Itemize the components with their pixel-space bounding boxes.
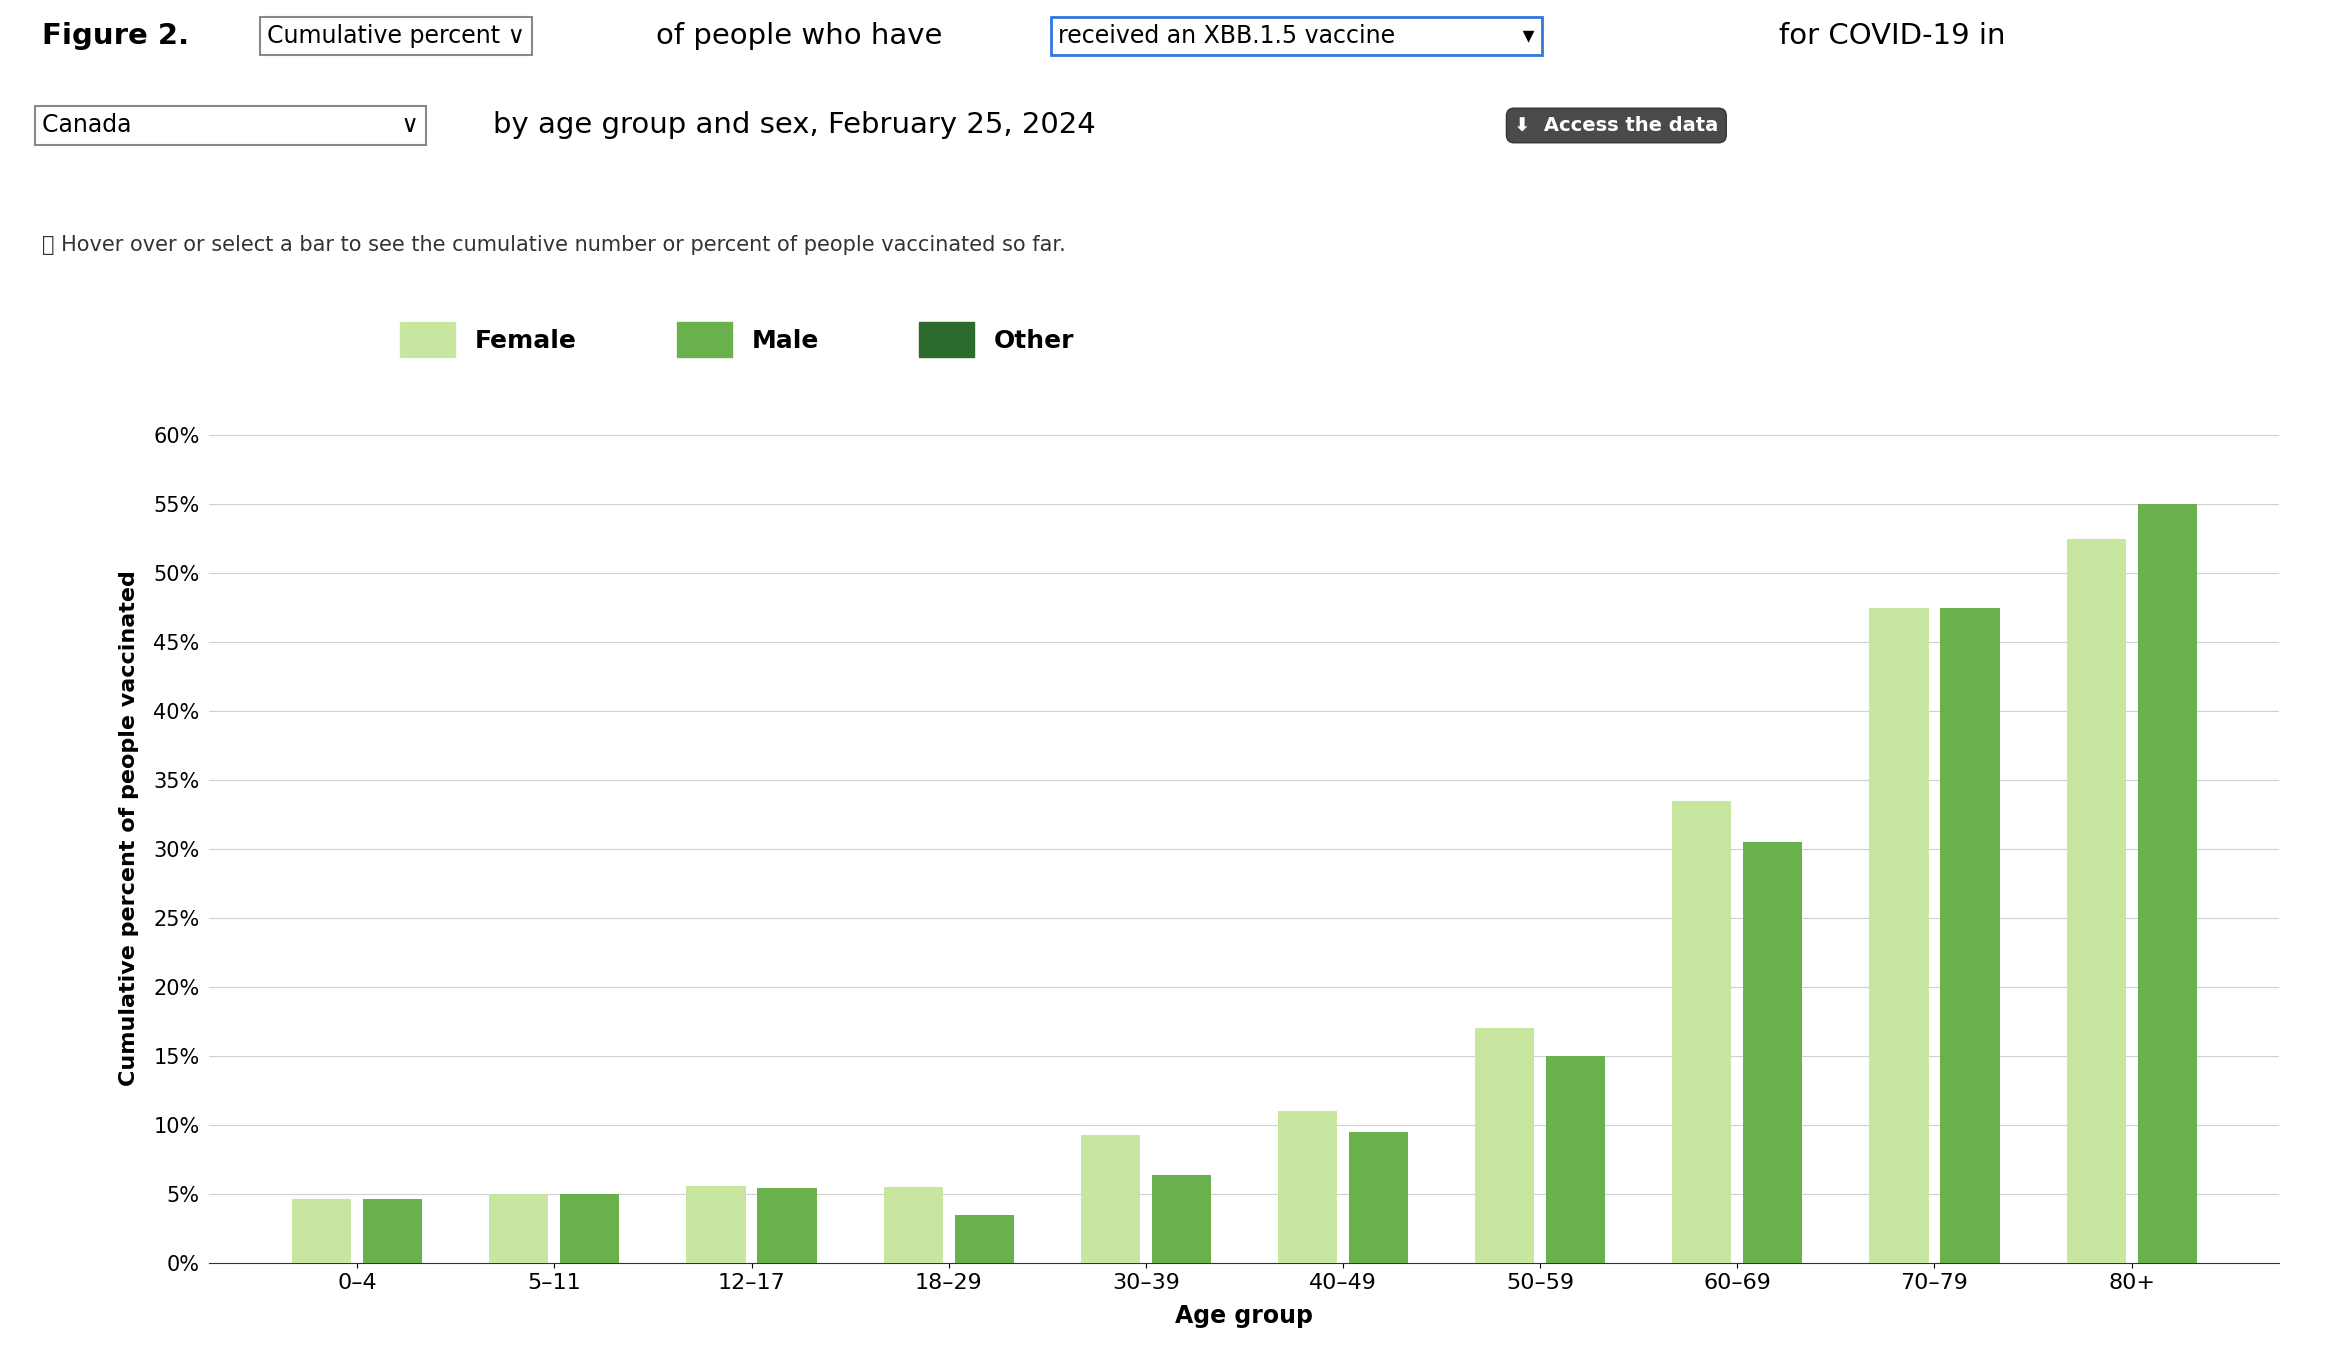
Bar [363, 1199, 423, 1263]
Text: Cumulative percent ∨: Cumulative percent ∨ [267, 24, 526, 48]
Bar [1151, 1175, 1212, 1263]
Bar [954, 1214, 1014, 1263]
Bar [1870, 607, 1928, 1263]
Text: ⬇  Access the data: ⬇ Access the data [1514, 115, 1719, 134]
Legend: Female, Male, Other: Female, Male, Other [388, 310, 1086, 369]
Text: by age group and sex, February 25, 2024: by age group and sex, February 25, 2024 [493, 111, 1096, 140]
X-axis label: Age group: Age group [1175, 1304, 1314, 1328]
Bar [2138, 504, 2196, 1263]
Text: received an XBB.1.5 vaccine                 ▾: received an XBB.1.5 vaccine ▾ [1058, 24, 1535, 48]
Text: ⓘ Hover over or select a bar to see the cumulative number or percent of people v: ⓘ Hover over or select a bar to see the … [42, 235, 1065, 255]
Bar [884, 1187, 942, 1263]
Bar [1940, 607, 2000, 1263]
Bar [1475, 1028, 1535, 1263]
Bar [1349, 1131, 1407, 1263]
Y-axis label: Cumulative percent of people vaccinated: Cumulative percent of people vaccinated [119, 570, 140, 1086]
Bar [686, 1186, 747, 1263]
Bar [1672, 801, 1731, 1263]
Text: Figure 2.: Figure 2. [42, 22, 188, 50]
Bar [1742, 842, 1803, 1263]
Text: for COVID-19 in: for COVID-19 in [1779, 22, 2005, 50]
Bar [488, 1194, 549, 1263]
Bar [1277, 1111, 1337, 1263]
Bar [293, 1199, 351, 1263]
Bar [561, 1194, 619, 1263]
Bar [1082, 1135, 1140, 1263]
Bar [758, 1188, 816, 1263]
Bar [1547, 1057, 1605, 1263]
Text: of people who have: of people who have [656, 22, 942, 50]
Text: Canada                                    ∨: Canada ∨ [42, 114, 419, 137]
Bar [2065, 539, 2126, 1263]
